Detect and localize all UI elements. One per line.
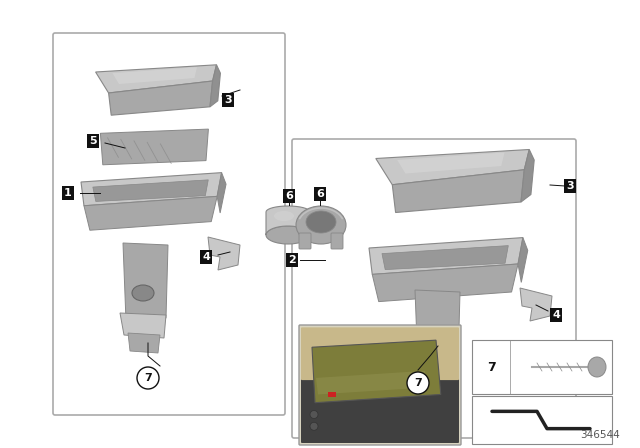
Ellipse shape [296, 206, 346, 244]
Text: 6: 6 [285, 191, 293, 201]
Polygon shape [113, 67, 197, 84]
Ellipse shape [424, 332, 446, 348]
Text: 7: 7 [414, 378, 422, 388]
Text: 1: 1 [64, 188, 72, 198]
Polygon shape [123, 243, 168, 321]
Text: 2: 2 [288, 255, 296, 265]
Polygon shape [415, 290, 460, 368]
FancyBboxPatch shape [292, 139, 576, 438]
Text: 7: 7 [486, 361, 495, 374]
Text: 3: 3 [566, 181, 574, 191]
Polygon shape [412, 360, 458, 385]
Polygon shape [217, 172, 226, 213]
Text: 7: 7 [144, 373, 152, 383]
Polygon shape [120, 313, 166, 338]
Polygon shape [128, 333, 160, 353]
FancyBboxPatch shape [331, 233, 343, 249]
Ellipse shape [274, 211, 294, 221]
Polygon shape [392, 170, 524, 212]
Text: 4: 4 [552, 310, 560, 320]
Polygon shape [109, 81, 212, 115]
Text: 346544: 346544 [580, 430, 620, 440]
Text: 6: 6 [316, 189, 324, 199]
Polygon shape [95, 65, 216, 93]
FancyBboxPatch shape [301, 376, 459, 443]
Polygon shape [316, 371, 428, 394]
Polygon shape [376, 150, 529, 185]
Polygon shape [93, 180, 208, 202]
Circle shape [407, 372, 429, 394]
Ellipse shape [306, 211, 336, 233]
Polygon shape [382, 246, 508, 270]
Circle shape [137, 367, 159, 389]
Bar [328, 392, 336, 397]
Polygon shape [521, 150, 534, 202]
FancyBboxPatch shape [53, 33, 285, 415]
Circle shape [310, 410, 318, 418]
Polygon shape [81, 172, 221, 206]
Text: 3: 3 [224, 95, 232, 105]
Polygon shape [84, 196, 217, 230]
Polygon shape [210, 65, 220, 107]
Polygon shape [100, 129, 209, 165]
Polygon shape [397, 152, 504, 173]
Bar [472, 340, 612, 394]
Polygon shape [312, 340, 441, 403]
Polygon shape [266, 206, 310, 235]
FancyBboxPatch shape [301, 327, 459, 380]
Ellipse shape [266, 226, 310, 244]
Polygon shape [420, 380, 452, 400]
Ellipse shape [588, 357, 606, 377]
Polygon shape [518, 237, 528, 282]
FancyBboxPatch shape [299, 233, 311, 249]
FancyBboxPatch shape [299, 325, 461, 445]
Ellipse shape [132, 285, 154, 301]
Polygon shape [369, 237, 523, 274]
Text: 5: 5 [89, 136, 97, 146]
Text: 4: 4 [202, 252, 210, 262]
Polygon shape [520, 288, 552, 321]
Polygon shape [208, 237, 240, 270]
Polygon shape [372, 264, 518, 302]
Circle shape [310, 422, 318, 430]
Bar [472, 396, 612, 444]
